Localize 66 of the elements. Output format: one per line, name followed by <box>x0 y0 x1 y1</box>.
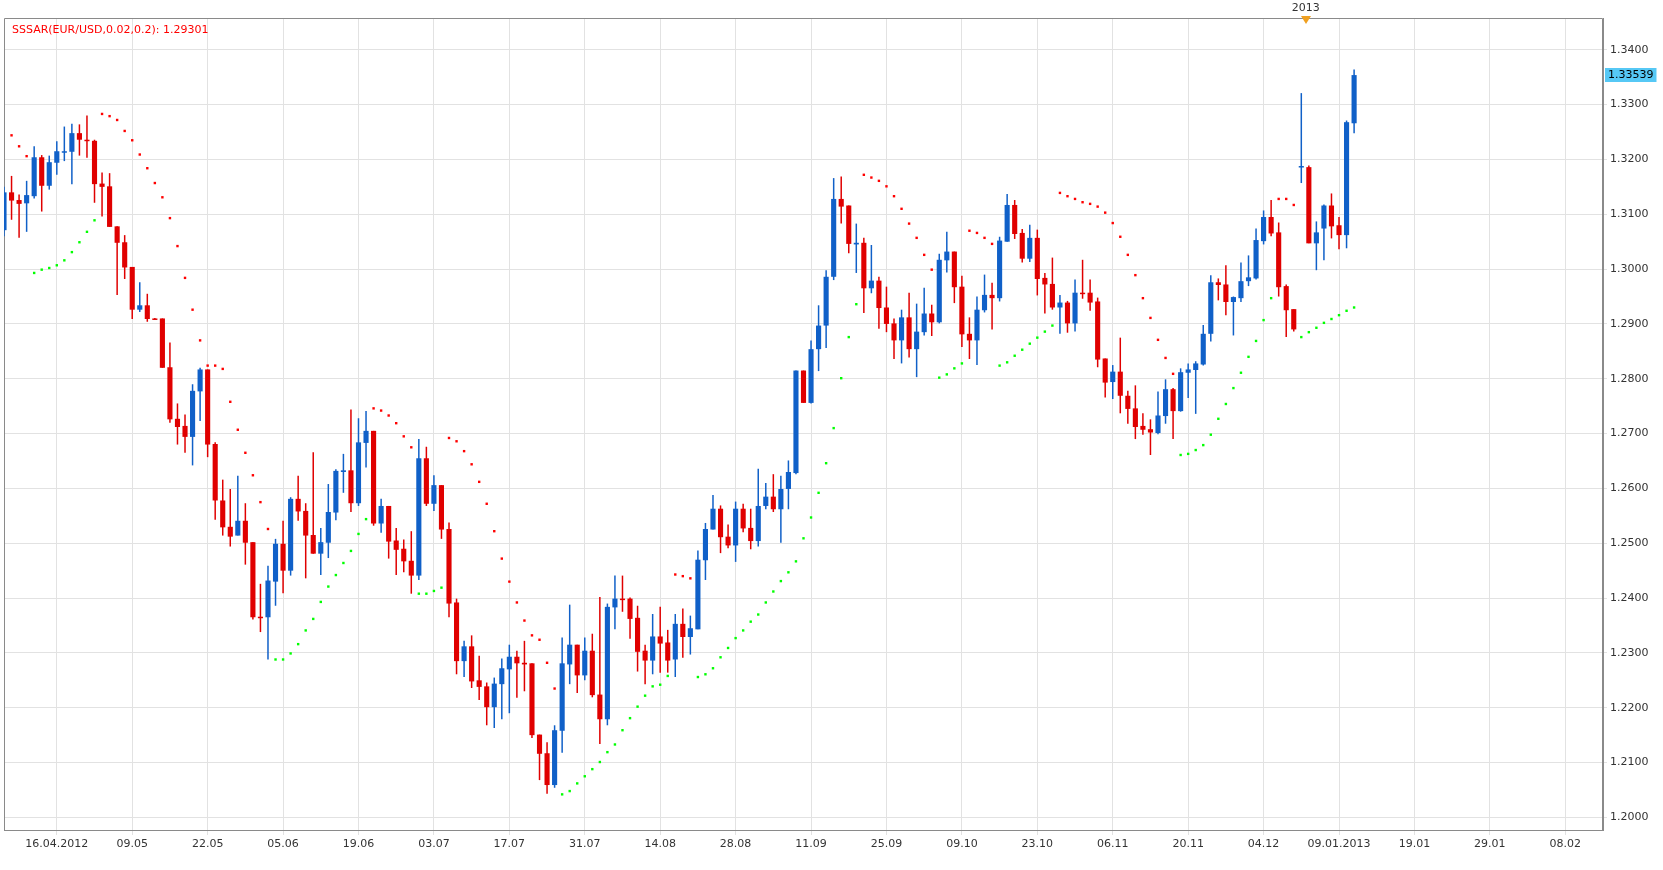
candlestick <box>318 527 324 576</box>
x-tick-label: 04.12 <box>1247 837 1280 851</box>
y-tick-label: 1.3200 <box>1610 152 1649 166</box>
y-tick-label: 1.2200 <box>1610 700 1649 714</box>
candlestick <box>235 475 241 536</box>
candlestick <box>642 644 648 685</box>
candlestick <box>1336 217 1342 250</box>
candlestick <box>597 596 603 744</box>
candlestick <box>114 226 120 295</box>
candlestick <box>393 527 399 576</box>
x-tick-label: 29.01 <box>1474 837 1506 851</box>
candlestick <box>1185 363 1191 398</box>
x-tick-label: 31.07 <box>569 837 601 851</box>
x-tick-label: 09.01.2013 <box>1307 837 1371 851</box>
candlestick <box>348 409 354 512</box>
candlestick <box>680 608 686 658</box>
candlestick <box>499 658 505 720</box>
x-tick-label: 23.10 <box>1021 837 1054 851</box>
x-tick-label: 19.01 <box>1398 837 1431 851</box>
x-tick-label: 19.06 <box>342 837 375 851</box>
x-tick-label: 11.09 <box>795 837 827 851</box>
x-tick-label: 20.11 <box>1172 837 1204 851</box>
y-tick-label: 1.2400 <box>1610 590 1649 604</box>
x-tick-label: 08.02 <box>1549 837 1582 851</box>
x-tick-label: 17.07 <box>493 837 526 851</box>
candlestick <box>657 606 663 673</box>
y-tick-label: 1.3400 <box>1610 42 1649 56</box>
candlestick <box>612 575 618 630</box>
candlestick <box>1057 294 1063 334</box>
candlestick <box>778 475 784 543</box>
x-tick-label: 09.10 <box>946 837 978 851</box>
text: SSSAR(EUR/USD,0.02,0.2): 1.29301 <box>12 22 209 36</box>
candlestick <box>838 176 844 224</box>
candlestick <box>476 655 482 701</box>
y-tick-label: 1.3300 <box>1610 97 1649 111</box>
candlestick <box>137 282 143 312</box>
y-tick-label: 1.2000 <box>1610 810 1649 824</box>
y-tick-label: 1.2800 <box>1610 371 1649 385</box>
candlestick <box>1140 413 1146 435</box>
candlestick <box>363 411 369 468</box>
x-tick-label: 22.05 <box>191 837 224 851</box>
candlestick <box>295 475 301 521</box>
y-tick-label: 1.3100 <box>1610 207 1649 221</box>
y-tick-label: 1.2600 <box>1610 481 1649 495</box>
x-tick-label: 05.06 <box>267 837 299 851</box>
x-tick-label: 25.09 <box>870 837 903 851</box>
x-tick-label: 06.11 <box>1096 837 1129 851</box>
y-tick-label: 1.3000 <box>1610 261 1649 275</box>
x-tick-label: 03.07 <box>418 837 450 851</box>
x-tick-label: 16.04.2012 <box>25 837 89 851</box>
x-tick-label: 14.08 <box>644 837 676 851</box>
y-tick-label: 1.2500 <box>1610 536 1649 550</box>
candlestick <box>310 452 316 554</box>
candlestick <box>16 194 22 238</box>
x-tick-label: 09.05 <box>116 837 148 851</box>
candlestick <box>69 123 75 185</box>
y-tick-label: 1.2700 <box>1610 426 1649 440</box>
text: 2013 <box>1291 0 1320 14</box>
y-tick-label: 1.2900 <box>1610 316 1649 330</box>
candlestick <box>99 172 105 217</box>
y-tick-label: 1.2300 <box>1610 645 1649 659</box>
candlestick <box>182 414 188 453</box>
candlestick <box>989 282 995 330</box>
text: 1.33539 <box>1608 67 1654 81</box>
x-tick-label: 28.08 <box>719 837 752 851</box>
y-tick-label: 1.2100 <box>1610 755 1649 769</box>
